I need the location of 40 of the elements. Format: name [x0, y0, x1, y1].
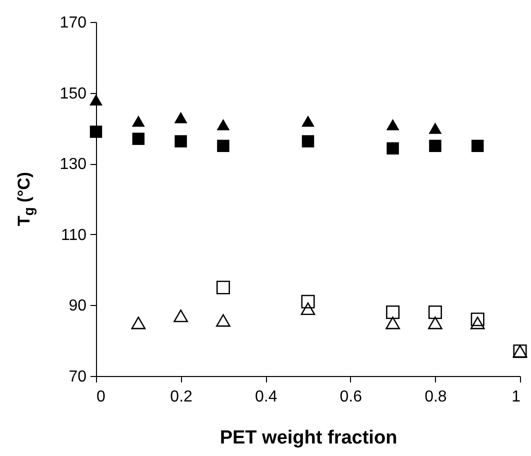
point [470, 316, 485, 330]
point [386, 316, 400, 330]
point [302, 135, 314, 148]
x-tick-label: 0.2 [170, 388, 193, 406]
point [471, 140, 484, 152]
point [300, 302, 316, 316]
point [386, 142, 399, 154]
point [132, 132, 145, 145]
point [174, 112, 188, 124]
point [90, 126, 102, 138]
point [216, 280, 230, 294]
x-tick-label: 0.4 [254, 388, 278, 406]
y-tick-label: 70 [68, 368, 87, 386]
point [428, 122, 442, 134]
point [217, 140, 230, 152]
y-tick-label: 110 [60, 226, 87, 244]
y-tick-label: 150 [60, 85, 87, 102]
y-tick-label: 130 [60, 156, 87, 174]
point [174, 310, 188, 322]
point [428, 306, 442, 320]
point [386, 306, 400, 320]
point [301, 294, 315, 308]
point [89, 94, 103, 106]
point [131, 316, 146, 330]
point [386, 119, 400, 130]
point [301, 115, 315, 127]
point [174, 135, 187, 148]
x-tick-label: 1 [512, 388, 521, 406]
y-tick-label: 90 [68, 298, 87, 315]
x-tick-label: 0.8 [424, 388, 447, 406]
point [470, 312, 484, 326]
point [216, 314, 230, 327]
point [429, 140, 442, 152]
y-tick-label: 170 [60, 14, 87, 32]
point [216, 119, 230, 130]
x-tick-label: 0 [96, 388, 106, 406]
point [428, 316, 442, 330]
x-axis-title: PET weight fraction [220, 428, 398, 448]
point [132, 115, 145, 127]
x-tick-label: 0.6 [340, 388, 362, 406]
